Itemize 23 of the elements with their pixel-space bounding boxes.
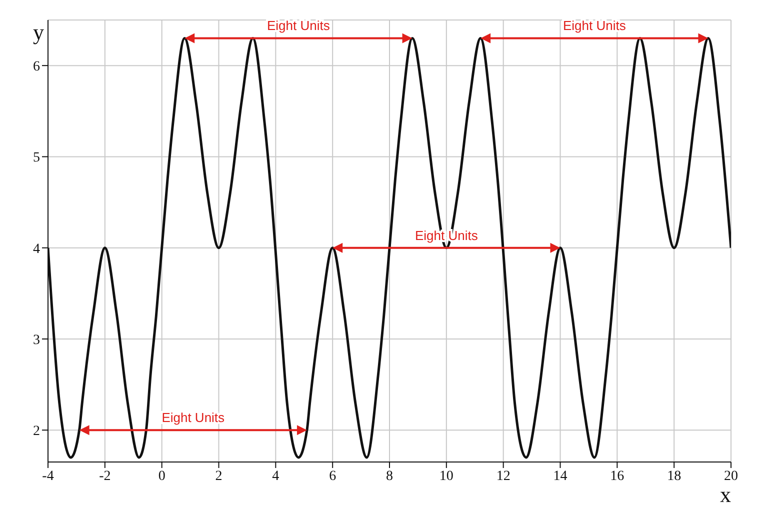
x-tick-label: 16 <box>610 468 624 484</box>
y-tick-label: 2 <box>33 424 40 440</box>
y-tick-label: 4 <box>33 242 40 257</box>
x-tick-label: -4 <box>42 468 54 484</box>
annotation: Eight Units <box>562 18 626 34</box>
x-tick-label: 12 <box>496 468 510 484</box>
x-tick-label: 14 <box>553 468 568 484</box>
x-tick-label: 0 <box>158 468 166 484</box>
x-tick-label: 10 <box>439 468 454 484</box>
x-tick-label: 18 <box>667 468 682 484</box>
x-tick-label: 8 <box>386 468 393 484</box>
y-tick-label: 6 <box>33 60 40 75</box>
x-tick-label: 4 <box>272 468 280 484</box>
x-tick-label: 2 <box>215 468 222 484</box>
x-tick-label: 6 <box>329 468 336 484</box>
annotation: Eight Units <box>162 410 226 426</box>
y-axis-title: y <box>33 20 44 45</box>
y-tick-label: 5 <box>33 150 40 166</box>
y-tick-label: 3 <box>33 332 40 348</box>
annotation: Eight Units <box>266 18 330 34</box>
x-tick-label: -2 <box>99 468 111 484</box>
x-axis-title: x <box>720 482 731 507</box>
x-tick-label: 20 <box>724 468 738 484</box>
